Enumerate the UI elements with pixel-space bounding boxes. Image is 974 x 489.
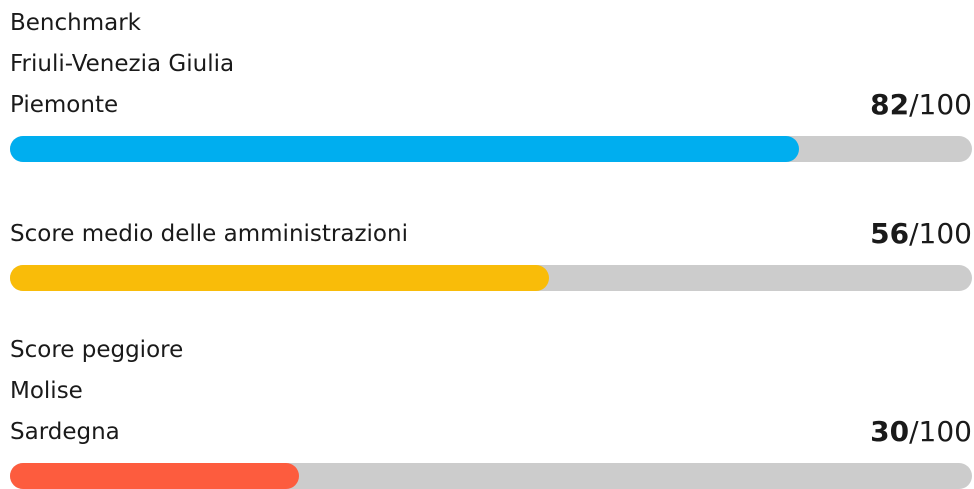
bar-fill bbox=[10, 136, 799, 162]
row-label: Piemonte bbox=[10, 92, 119, 118]
score-max: /100 bbox=[909, 88, 972, 121]
score-label: 30/100 bbox=[870, 415, 972, 449]
bar-fill bbox=[10, 265, 549, 291]
bar-fill bbox=[10, 463, 299, 489]
score-label: 82/100 bbox=[870, 88, 972, 122]
score-value: 30 bbox=[870, 415, 910, 448]
score-max: /100 bbox=[909, 217, 972, 250]
row-label: Score medio delle amministrazioni bbox=[10, 221, 408, 247]
row-label: Benchmark bbox=[10, 10, 142, 36]
row-label: Score peggiore bbox=[10, 337, 184, 363]
score-value: 82 bbox=[870, 88, 910, 121]
row-label: Friuli-Venezia Giulia bbox=[10, 51, 235, 77]
row-label: Molise bbox=[10, 378, 83, 404]
score-value: 56 bbox=[870, 217, 910, 250]
score-max: /100 bbox=[909, 415, 972, 448]
row-label: Sardegna bbox=[10, 419, 120, 445]
score-label: 56/100 bbox=[870, 217, 972, 251]
